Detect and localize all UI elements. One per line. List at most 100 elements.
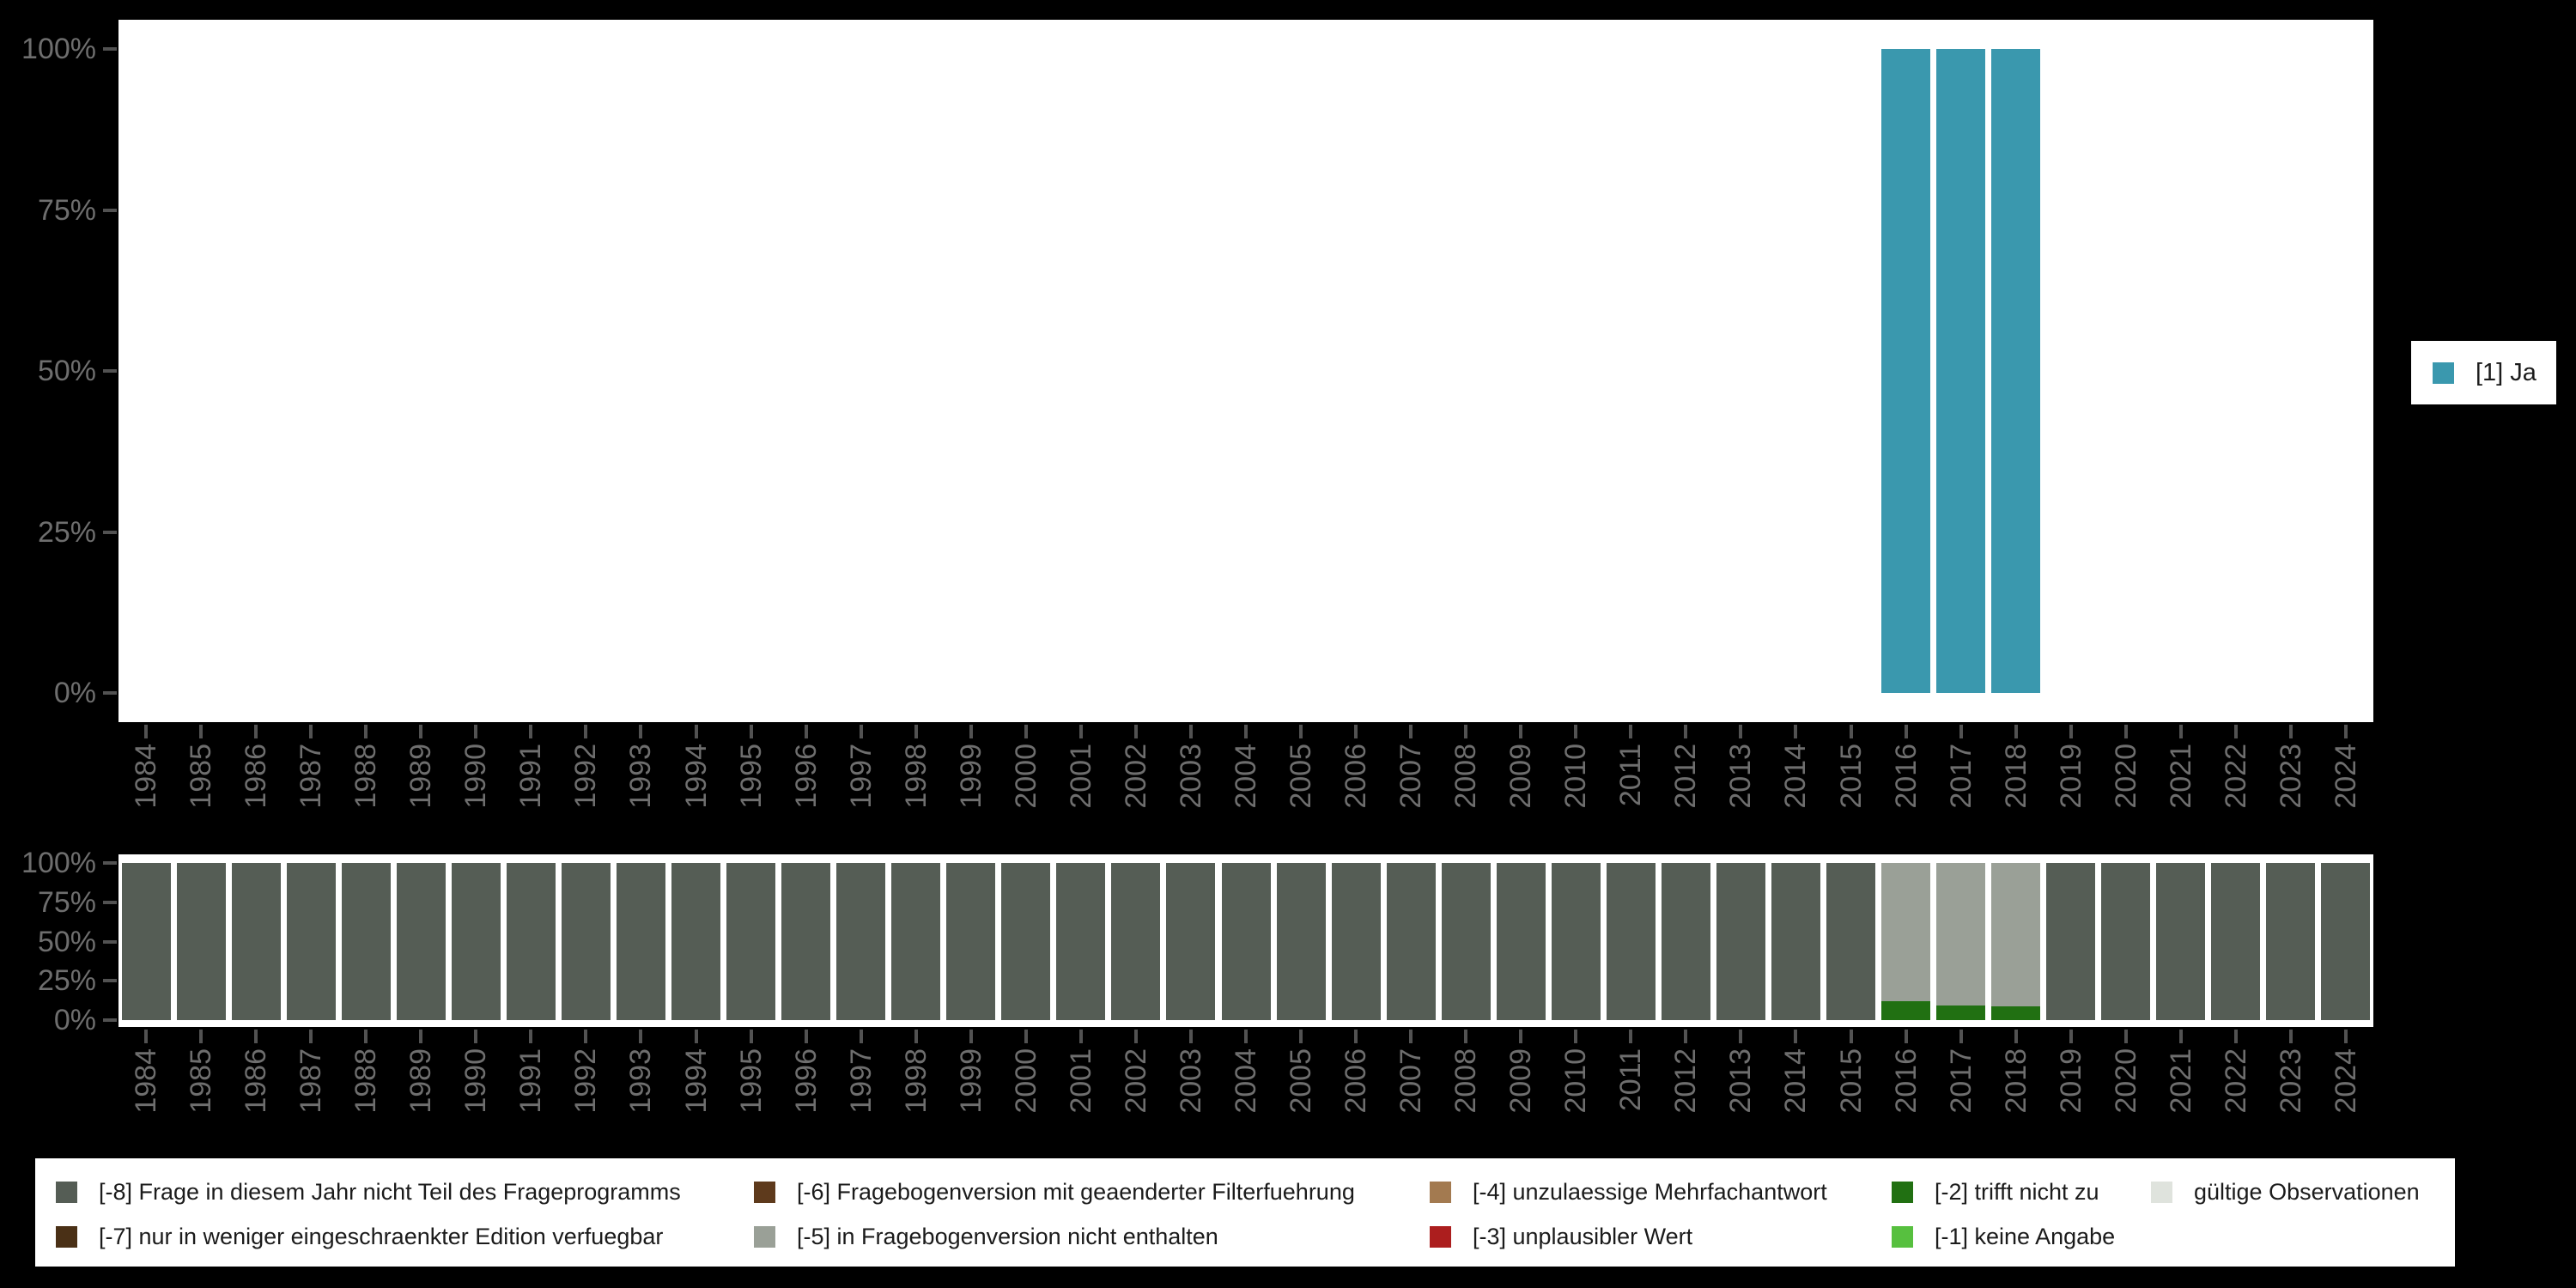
x-tick-label-text: 2011	[1614, 1048, 1648, 1112]
bar-segment	[946, 863, 996, 1020]
y-tick	[103, 208, 117, 212]
x-tick-label-text: 2004	[1230, 1048, 1262, 1114]
legend-item-minus6: [-6] Fragebogenversion mit geaenderter F…	[754, 1179, 1355, 1205]
x-tick	[1024, 725, 1028, 738]
x-tick-label-text: 2001	[1064, 1048, 1097, 1114]
x-tick-label-text: 2020	[2109, 744, 2142, 809]
bar-segment	[2321, 863, 2371, 1020]
bar-segment	[726, 863, 776, 1020]
x-tick-label-text: 2023	[2274, 1048, 2307, 1114]
bar-segment	[1441, 863, 1491, 1020]
x-tick	[1684, 1030, 1688, 1043]
x-tick	[364, 725, 368, 738]
x-tick	[474, 1030, 478, 1043]
x-tick	[2069, 1030, 2073, 1043]
x-tick-label-text: 2018	[1999, 744, 2032, 809]
y-tick	[103, 47, 117, 51]
x-tick	[639, 725, 643, 738]
x-tick-label-text: 1992	[569, 1048, 603, 1114]
y-tick-label: 100%	[21, 847, 96, 879]
bar-segment	[1386, 863, 1436, 1020]
bar-segment	[1881, 49, 1931, 693]
bar-segment	[506, 863, 556, 1020]
x-tick-label-text: 2008	[1449, 744, 1483, 809]
x-tick-label-text: 1999	[954, 1048, 987, 1114]
legend-item-minus2: [-2] trifft nicht zu	[1892, 1179, 2099, 1205]
legend-swatch-minus2	[1892, 1181, 1913, 1203]
x-tick	[2233, 1030, 2238, 1043]
bar-segment	[1551, 863, 1601, 1020]
legend-label-minus6: [-6] Fragebogenversion mit geaenderter F…	[797, 1178, 1355, 1205]
x-tick	[1849, 1030, 1853, 1043]
x-tick	[529, 1030, 533, 1043]
x-tick-label-text: 2000	[1009, 1048, 1042, 1114]
x-tick	[1959, 725, 1963, 738]
legend-swatch-minus4	[1430, 1181, 1451, 1203]
x-tick	[1794, 1030, 1798, 1043]
x-tick-label-text: 2016	[1889, 744, 1923, 809]
bar-segment	[2266, 863, 2316, 1020]
x-tick	[1904, 1030, 1908, 1043]
x-tick-label-text: 2018	[1999, 1048, 2032, 1114]
x-tick-label-text: 2019	[2054, 1048, 2087, 1114]
x-tick-label-text: 2016	[1889, 1048, 1923, 1114]
x-tick-label-text: 2022	[2219, 744, 2252, 809]
x-tick-label-text: 1984	[130, 1048, 163, 1114]
bar-segment	[891, 863, 941, 1020]
x-tick-label-text: 2015	[1834, 744, 1868, 809]
x-tick	[2014, 725, 2018, 738]
x-tick	[1299, 1030, 1303, 1043]
bar-segment	[1936, 49, 1986, 693]
bar-segment	[1991, 49, 2041, 693]
x-tick-label-text: 1997	[844, 1048, 878, 1114]
bar-segment	[1056, 863, 1106, 1020]
x-tick	[2178, 1030, 2183, 1043]
x-tick	[1629, 725, 1633, 738]
legend-item-minus7: [-7] nur in weniger eingeschraenkter Edi…	[56, 1224, 663, 1249]
x-tick-label-text: 2021	[2164, 744, 2197, 809]
bar-segment	[2046, 863, 2096, 1020]
bar-segment	[451, 863, 501, 1020]
y-tick	[103, 530, 117, 534]
x-tick	[1464, 725, 1468, 738]
y-tick	[103, 939, 117, 944]
missing-codes-legend: [-8] Frage in diesem Jahr nicht Teil des…	[35, 1158, 2455, 1267]
y-tick	[103, 861, 117, 865]
x-tick	[1409, 725, 1413, 738]
legend-swatch-minus1	[1892, 1225, 1913, 1248]
legend-swatch-minus8	[56, 1181, 77, 1203]
x-tick-label-text: 2010	[1559, 744, 1593, 809]
bar-segment	[2211, 863, 2261, 1020]
x-tick-label-text: 2010	[1559, 1048, 1593, 1114]
bar-segment	[1221, 863, 1271, 1020]
x-tick-label-text: 2017	[1944, 744, 1978, 809]
x-tick-label-text: 1993	[624, 744, 658, 809]
x-tick-label-text: 2001	[1064, 744, 1097, 809]
x-tick	[2178, 725, 2183, 738]
x-tick	[1188, 725, 1193, 738]
y-tick	[103, 369, 117, 373]
x-tick-label-text: 1991	[514, 744, 548, 809]
x-tick-label-text: 1992	[569, 744, 603, 809]
legend-item-minus5: [-5] in Fragebogenversion nicht enthalte…	[754, 1224, 1218, 1249]
bar-segment	[1716, 863, 1765, 1020]
x-tick-label-text: 2015	[1834, 1048, 1868, 1114]
x-tick-label-text: 1999	[954, 744, 987, 809]
x-tick	[1024, 1030, 1028, 1043]
x-tick	[694, 725, 698, 738]
legend-item-valid: gültige Observationen	[2151, 1179, 2420, 1205]
legend-label-minus5: [-5] in Fragebogenversion nicht enthalte…	[797, 1223, 1218, 1249]
legend-label-minus4: [-4] unzulaessige Mehrfachantwort	[1473, 1178, 1827, 1205]
x-tick-label-text: 2019	[2054, 744, 2087, 809]
legend-label-minus1: [-1] keine Angabe	[1935, 1223, 2116, 1249]
x-tick-label-text: 1987	[295, 1048, 328, 1114]
y-tick-label: 0%	[53, 1004, 96, 1036]
bar-segment	[1166, 863, 1216, 1020]
bar-segment	[1331, 863, 1381, 1020]
x-tick-label-text: 1994	[679, 744, 713, 809]
x-tick	[1519, 725, 1523, 738]
x-tick	[144, 1030, 149, 1043]
x-tick	[254, 725, 258, 738]
bar-segment	[1496, 863, 1546, 1020]
x-tick-label-text: 2002	[1119, 1048, 1152, 1114]
